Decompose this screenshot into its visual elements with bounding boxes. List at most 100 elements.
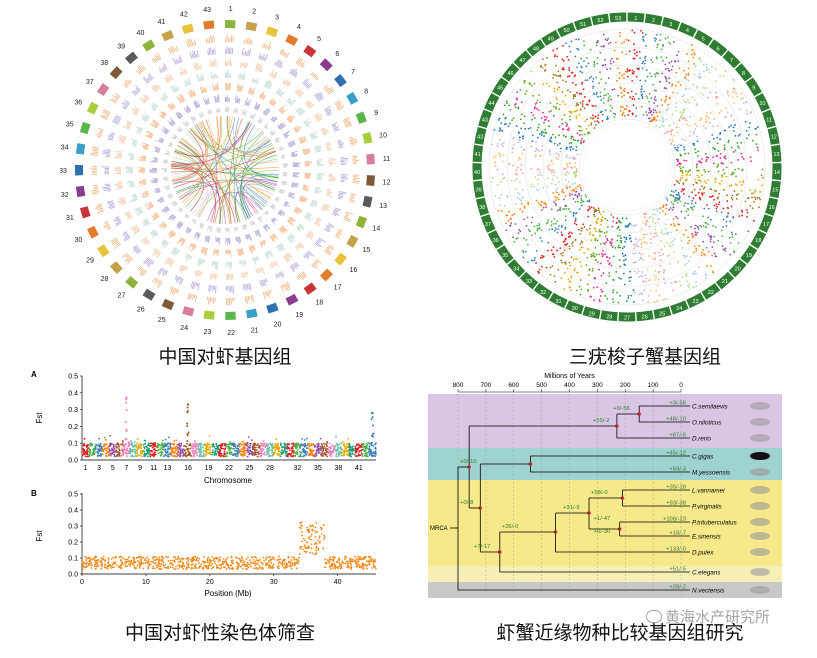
snp-point	[724, 155, 727, 158]
snp-point	[514, 223, 517, 225]
snp-point	[646, 233, 648, 236]
panel-b-point	[368, 562, 371, 565]
snp-point	[734, 149, 737, 152]
snp-point	[668, 139, 671, 141]
panel-a-point	[138, 444, 141, 447]
panel-a-point	[370, 450, 373, 453]
panel-b-point	[330, 563, 333, 566]
snp-point	[589, 207, 591, 210]
panel-b-point	[370, 558, 373, 561]
snp-point	[722, 169, 725, 171]
snp-point	[607, 259, 609, 262]
panel-b-ylabel: Fst	[35, 530, 44, 542]
panel-b-point	[313, 529, 316, 532]
panel-b-point	[291, 556, 294, 558]
snp-point	[517, 232, 520, 235]
snp-point	[603, 102, 605, 104]
snp-point	[699, 119, 702, 122]
snp-point	[554, 136, 557, 139]
panel-b-point	[137, 560, 139, 562]
chromosome-separator	[617, 311, 620, 322]
snp-point	[538, 224, 540, 227]
snp-point	[678, 280, 681, 283]
snp-point	[584, 194, 587, 196]
panel-a-peak-point	[186, 409, 189, 412]
panel-a-point	[173, 454, 176, 457]
panel-a-point	[343, 445, 346, 448]
snp-point	[575, 83, 577, 86]
snp-point	[734, 88, 737, 91]
snp-point	[664, 63, 667, 66]
snp-point	[652, 220, 654, 223]
snp-point	[630, 294, 633, 297]
snp-point	[583, 60, 585, 63]
snp-point	[558, 142, 561, 145]
snp-point	[688, 125, 691, 127]
snp-point	[565, 42, 567, 45]
snp-point	[655, 119, 658, 122]
snp-point	[601, 113, 604, 116]
panel-a-point	[282, 446, 285, 449]
snp-point	[543, 115, 546, 118]
panel-b-point	[314, 536, 317, 538]
snp-point	[640, 246, 643, 249]
snp-point	[631, 113, 634, 116]
snp-point	[552, 253, 555, 256]
panel-b-point	[191, 560, 194, 563]
snp-point	[512, 164, 515, 167]
panel-a-point	[291, 446, 294, 449]
snp-point	[565, 174, 567, 176]
snp-point	[642, 60, 645, 63]
snp-point	[569, 50, 572, 53]
panel-a-point	[341, 451, 344, 454]
chromosome-label: 24	[180, 325, 188, 332]
snp-point	[620, 240, 623, 242]
snp-point	[614, 41, 617, 44]
panel-b-point	[237, 564, 240, 567]
panel-b-point	[231, 559, 234, 562]
panel-b-point	[85, 558, 88, 561]
chromosome-band	[79, 206, 91, 219]
snp-point	[714, 177, 716, 180]
snp-point	[685, 178, 688, 181]
panel-a-point	[205, 453, 208, 456]
snp-point	[678, 119, 681, 122]
chromosome-separator	[483, 108, 493, 114]
snp-point	[699, 76, 702, 78]
snp-point	[537, 201, 540, 204]
panel-a-peak-point	[125, 401, 128, 404]
panel-b-point	[111, 566, 114, 569]
snp-point	[666, 233, 669, 236]
panel-a-point	[296, 448, 299, 451]
snp-point	[516, 166, 519, 169]
snp-point	[511, 147, 514, 149]
snp-point	[657, 217, 659, 220]
snp-point	[625, 53, 627, 56]
panel-b-point	[314, 526, 317, 529]
panel-b-point	[344, 555, 347, 558]
snp-point	[575, 187, 577, 190]
snp-point	[650, 120, 653, 123]
snp-point	[588, 268, 591, 271]
panel-a-point	[212, 444, 215, 447]
snp-point	[559, 207, 562, 209]
snp-point	[635, 54, 638, 57]
snp-point	[736, 193, 738, 196]
snp-point	[608, 275, 611, 277]
snp-point	[548, 139, 551, 142]
snp-point	[656, 43, 659, 46]
chromosome-label: 3	[275, 15, 279, 22]
snp-point	[705, 274, 708, 277]
snp-point	[602, 242, 605, 244]
chromosome-band	[225, 20, 236, 29]
panel-a-point	[141, 452, 144, 455]
panel-b-point	[185, 561, 188, 564]
panel-b-point	[106, 561, 109, 564]
panel-a-point	[134, 455, 137, 457]
synteny-link	[218, 132, 265, 224]
snp-point	[609, 104, 612, 107]
snp-point	[647, 279, 650, 282]
snp-point	[514, 102, 517, 105]
snp-point	[693, 52, 695, 54]
snp-point	[497, 119, 500, 121]
